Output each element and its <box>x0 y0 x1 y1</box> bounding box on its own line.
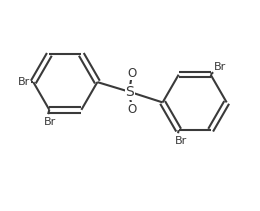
Text: Br: Br <box>214 62 227 72</box>
Text: S: S <box>126 85 134 99</box>
Text: O: O <box>127 67 136 80</box>
Text: O: O <box>127 103 136 116</box>
Text: Br: Br <box>175 136 187 146</box>
Text: Br: Br <box>44 117 56 127</box>
Text: Br: Br <box>17 77 30 87</box>
